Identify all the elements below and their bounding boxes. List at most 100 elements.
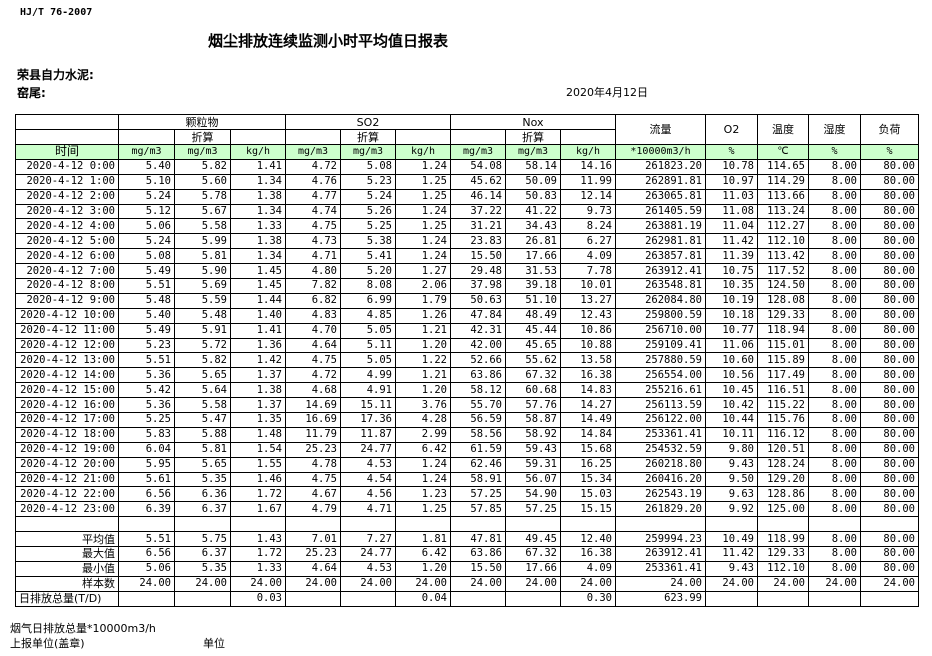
cell-value: 24.77 xyxy=(340,546,396,562)
cell-value: 6.27 xyxy=(560,233,616,250)
unit-header: ℃ xyxy=(757,144,809,160)
cell-value: 42.00 xyxy=(450,337,506,354)
daily-total-row: 日排放总量(T/D) 0.03 0.04 0.30 623.99 xyxy=(15,590,919,607)
cell-value: 10.60 xyxy=(705,352,758,369)
data-row: 2020-4-12 23:00 6.39 6.37 1.67 4.79 4.71 1.25 5… xyxy=(15,501,919,518)
cell-value: 4.56 xyxy=(340,486,396,503)
row-label: 2020-4-12 10:00 xyxy=(15,307,119,324)
cell-value: 5.08 xyxy=(340,158,396,175)
cell-value xyxy=(340,590,396,607)
cell-value: 5.26 xyxy=(340,203,396,220)
cell-value: 4.80 xyxy=(285,263,341,280)
data-row: 2020-4-12 9:00 5.48 5.59 1.44 6.82 6.99 1.79 50… xyxy=(15,292,919,309)
cell-value: 1.81 xyxy=(395,531,451,548)
cell-value: 59.31 xyxy=(505,456,561,473)
unit-header: mg/m3 xyxy=(285,144,341,160)
cell-value: 42.31 xyxy=(450,322,506,339)
cell-value: 57.76 xyxy=(505,397,561,414)
data-row: 2020-4-12 22:00 6.56 6.36 1.72 4.67 4.56 1.23 5… xyxy=(15,486,919,503)
cell-value: 5.81 xyxy=(174,441,231,458)
reporting-unit-label: 上报单位(盖章) xyxy=(10,637,85,650)
cell-value: 262981.81 xyxy=(615,233,706,250)
cell-value: 8.00 xyxy=(808,263,861,280)
unit-header: kg/h xyxy=(395,144,451,160)
cell-value: 8.00 xyxy=(808,382,861,399)
cell-value: 8.00 xyxy=(808,278,861,294)
cell-value: 11.04 xyxy=(705,218,758,235)
cell-value: 5.24 xyxy=(118,188,175,205)
data-row: 2020-4-12 13:00 5.51 5.82 1.42 4.75 5.05 1.22 5… xyxy=(15,352,919,369)
cell-value: 1.37 xyxy=(230,397,286,414)
cell-value xyxy=(174,590,231,607)
cell-value: 263881.19 xyxy=(615,218,706,235)
data-row: 2020-4-12 16:00 5.36 5.58 1.37 14.69 15.11 3.7… xyxy=(15,397,919,414)
unit-header: mg/m3 xyxy=(505,144,561,160)
cell-value: 9.43 xyxy=(705,560,758,577)
cell-value: 1.33 xyxy=(230,218,286,235)
header-so2: SO2 xyxy=(285,114,451,130)
row-label: 2020-4-12 21:00 xyxy=(15,471,119,488)
cell-value: 6.37 xyxy=(174,546,231,562)
cell-value: 4.72 xyxy=(285,158,341,175)
cell-value: 114.65 xyxy=(757,158,809,175)
cell-value: 41.22 xyxy=(505,203,561,220)
cell-value xyxy=(450,590,506,607)
data-row: 2020-4-12 11:00 5.49 5.91 1.41 4.70 5.05 1.21 4… xyxy=(15,322,919,339)
cell-value: 5.25 xyxy=(118,412,175,428)
cell-value: 1.24 xyxy=(395,456,451,473)
header-temperature: 温度 xyxy=(757,114,809,145)
data-row: 2020-4-12 8:00 5.51 5.69 1.45 7.82 8.08 2.06 37… xyxy=(15,278,919,294)
cell-value: 1.20 xyxy=(395,382,451,399)
cell-value: 1.27 xyxy=(395,263,451,280)
cell-value: 262543.19 xyxy=(615,486,706,503)
header-humidity: 湿度 xyxy=(808,114,861,145)
data-row: 2020-4-12 4:00 5.06 5.58 1.33 4.75 5.25 1.25 31… xyxy=(15,218,919,235)
cell-value: 11.06 xyxy=(705,337,758,354)
cell-value: 8.24 xyxy=(560,218,616,235)
row-label: 2020-4-12 7:00 xyxy=(15,263,119,280)
cell-value: 4.83 xyxy=(285,307,341,324)
cell-value: 11.42 xyxy=(705,546,758,562)
cell-value: 5.40 xyxy=(118,158,175,175)
cell-value: 1.38 xyxy=(230,233,286,250)
cell-value: 262891.81 xyxy=(615,173,706,190)
cell-value: 11.87 xyxy=(340,426,396,443)
row-label: 最小值 xyxy=(15,560,119,577)
cell-value: 10.78 xyxy=(705,158,758,175)
cell-value: 11.08 xyxy=(705,203,758,220)
header-blank xyxy=(395,129,451,145)
cell-value: 8.00 xyxy=(808,486,861,503)
row-label: 2020-4-12 6:00 xyxy=(15,248,119,265)
cell-value: 1.24 xyxy=(395,248,451,265)
cell-value: 54.90 xyxy=(505,486,561,503)
cell-value: 50.83 xyxy=(505,188,561,205)
cell-value: 14.69 xyxy=(285,397,341,414)
row-label: 样本数 xyxy=(15,575,119,592)
cell-value: 253361.41 xyxy=(615,560,706,577)
cell-value: 24.00 xyxy=(808,575,861,592)
stats-row: 最小值 5.06 5.35 1.33 4.64 4.53 1.20 15.50 17.66 4.0… xyxy=(15,560,919,577)
data-row: 2020-4-12 6:00 5.08 5.81 1.34 4.71 5.41 1.24 15… xyxy=(15,248,919,265)
cell-value: 58.87 xyxy=(505,412,561,428)
cell-value xyxy=(560,516,616,533)
cell-value: 5.95 xyxy=(118,456,175,473)
cell-value: 39.18 xyxy=(505,278,561,294)
cell-value: 5.05 xyxy=(340,322,396,339)
header-blank xyxy=(15,114,119,130)
unit-header: % xyxy=(860,144,919,160)
cell-value: 6.39 xyxy=(118,501,175,518)
cell-value: 58.56 xyxy=(450,426,506,443)
cell-value: 54.08 xyxy=(450,158,506,175)
cell-value xyxy=(505,516,561,533)
row-label: 2020-4-12 16:00 xyxy=(15,397,119,414)
cell-value: 24.00 xyxy=(705,575,758,592)
header-o2: O2 xyxy=(705,114,758,145)
cell-value: 24.00 xyxy=(860,575,919,592)
cell-value: 80.00 xyxy=(860,426,919,443)
row-label: 2020-4-12 19:00 xyxy=(15,441,119,458)
cell-value: 2.99 xyxy=(395,426,451,443)
cell-value: 10.49 xyxy=(705,531,758,548)
cell-value: 118.94 xyxy=(757,322,809,339)
cell-value: 1.21 xyxy=(395,322,451,339)
row-label: 2020-4-12 23:00 xyxy=(15,501,119,518)
